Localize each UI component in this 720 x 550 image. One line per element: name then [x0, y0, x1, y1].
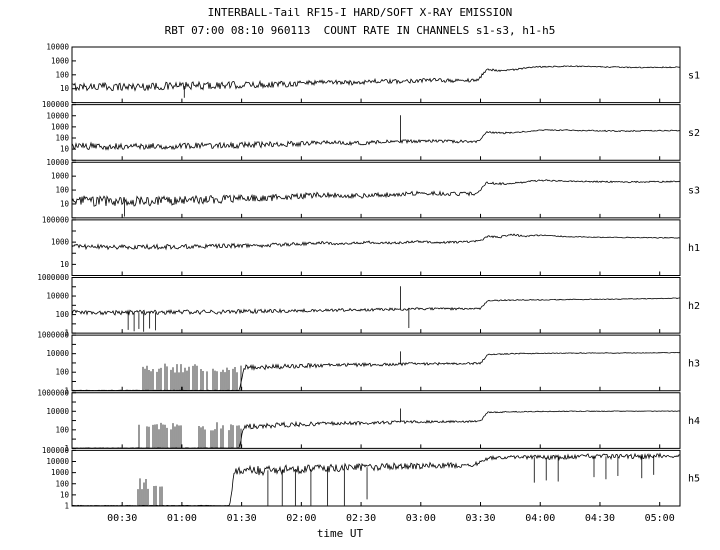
x-tick-label: 04:00 — [525, 513, 555, 524]
panel-h3: 1000000 10000 100 1 h3 — [37, 331, 700, 396]
y-tick-label: 10 — [60, 260, 70, 269]
panel-h2: 1000000 10000 100 1 h2 — [37, 273, 700, 338]
chart-subtitle: RBT 07:00 08:10 960113 COUNT RATE IN CHA… — [165, 24, 556, 37]
x-axis-label: time UT — [317, 527, 364, 540]
panel-s2: 100000 10000 1000 100 10 s2 — [42, 100, 700, 161]
y-tick-label: 1000000 — [37, 388, 69, 397]
channel-label-h4: h4 — [688, 416, 700, 427]
panel-frame — [71, 46, 681, 104]
y-tick-label: 10000 — [46, 407, 69, 416]
x-tick-label: 00:30 — [107, 513, 137, 524]
panel-h1: 100000 1000 10 h1 — [42, 215, 700, 276]
y-tick-label: 10000 — [46, 111, 69, 120]
x-tick-label: 05:00 — [645, 513, 675, 524]
panel-s3: 10000 1000 100 10 s3 — [46, 158, 700, 219]
panel-frame — [71, 449, 681, 507]
y-tick-label: 1000 — [51, 238, 70, 247]
y-tick-label: 1000 — [51, 56, 70, 65]
channel-label-h3: h3 — [688, 358, 700, 369]
panel-h5: 100000 10000 1000 100 10 1 h5 — [42, 446, 700, 511]
series-line-s3 — [71, 179, 681, 207]
y-tick-label: 100000 — [42, 100, 70, 109]
x-tick-label: 01:00 — [167, 513, 197, 524]
y-tick-label: 100 — [55, 479, 69, 488]
panels-group: 10000100010010s110000010000100010010s210… — [37, 43, 700, 511]
x-tick-label: 03:00 — [406, 513, 436, 524]
channel-label-h1: h1 — [688, 243, 700, 254]
y-tick-label: 1000 — [51, 122, 70, 131]
y-tick-label: 100 — [55, 368, 69, 377]
panel-frame — [71, 277, 681, 334]
series-line-h1 — [71, 233, 681, 251]
y-tick-label: 100 — [55, 70, 69, 79]
y-tick-label: 10000 — [46, 292, 69, 301]
channel-label-s1: s1 — [688, 70, 700, 81]
channel-label-h5: h5 — [688, 474, 700, 485]
y-tick-label: 1000 — [51, 468, 70, 477]
x-tick-label: 01:30 — [227, 513, 257, 524]
x-tick-label: 03:30 — [465, 513, 495, 524]
x-axis-group: 00:30 01:00 01:30 02:00 02:30 03:00 03:30 04:00… — [107, 513, 675, 524]
channel-label-s3: s3 — [688, 186, 700, 197]
y-tick-label: 10000 — [46, 158, 69, 167]
y-tick-label: 10000 — [46, 349, 69, 358]
series-line-h3 — [71, 352, 681, 392]
panel-h4: 1000000 10000 100 1 h4 — [37, 388, 700, 453]
y-tick-label: 1000 — [51, 172, 70, 181]
y-tick-label: 100 — [55, 425, 69, 434]
y-tick-label: 1 — [64, 329, 69, 338]
x-tick-label: 04:30 — [585, 513, 615, 524]
y-tick-label: 100000 — [42, 446, 70, 455]
panel-frame — [71, 104, 681, 161]
y-tick-label: 10 — [60, 490, 70, 499]
panel-frame — [71, 161, 681, 219]
channel-label-h2: h2 — [688, 301, 700, 312]
y-tick-label: 1 — [64, 386, 69, 395]
series-line-h5 — [71, 452, 681, 507]
y-tick-label: 10 — [60, 84, 70, 93]
y-tick-label: 100 — [55, 310, 69, 319]
x-tick-label: 02:30 — [346, 513, 376, 524]
y-tick-label: 1 — [64, 502, 69, 511]
y-tick-label: 10 — [60, 199, 70, 208]
y-tick-label: 10000 — [46, 457, 69, 466]
y-tick-label: 100000 — [42, 215, 70, 224]
series-line-s1 — [71, 65, 681, 92]
series-line-h2 — [71, 297, 681, 316]
y-tick-label: 10 — [60, 145, 70, 154]
channel-label-s2: s2 — [688, 128, 700, 139]
x-tick-label: 02:00 — [286, 513, 316, 524]
y-tick-label: 10000 — [46, 43, 69, 52]
y-tick-label: 100 — [55, 134, 69, 143]
y-tick-label: 1 — [64, 444, 69, 453]
y-tick-label: 100 — [55, 186, 69, 195]
panel-frame — [71, 219, 681, 276]
panel-frame — [71, 334, 681, 392]
y-tick-label: 1000000 — [37, 273, 69, 282]
series-line-s2 — [71, 129, 681, 151]
y-tick-label: 1000000 — [37, 331, 69, 340]
chart-title: INTERBALL-Tail RF15-I HARD/SOFT X-RAY EM… — [208, 6, 513, 19]
panel-s1: 10000 1000 100 10 s1 — [46, 43, 700, 104]
